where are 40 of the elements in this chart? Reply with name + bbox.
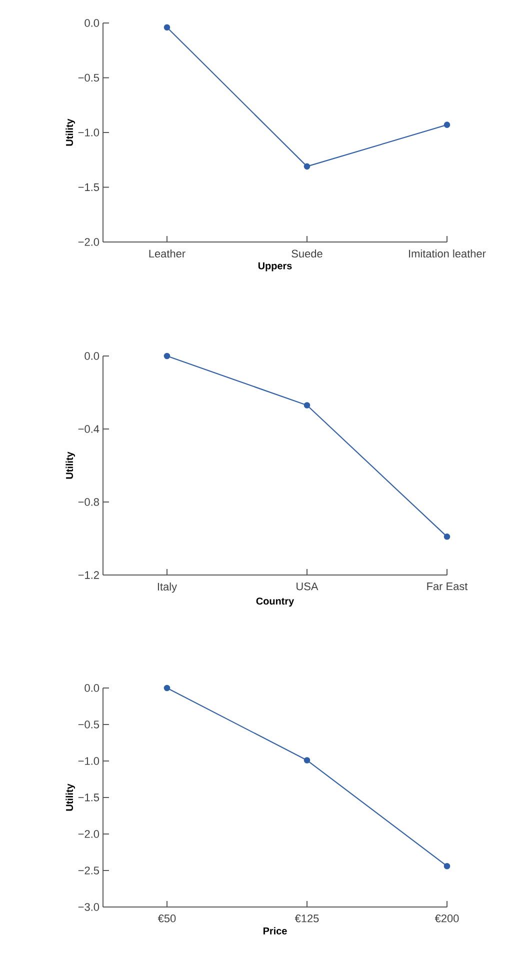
y-tick-label: −1.2 bbox=[78, 571, 99, 579]
x-tick-label: Leather bbox=[149, 250, 186, 258]
y-axis-title: Utility bbox=[66, 452, 75, 479]
point bbox=[304, 402, 310, 408]
y-tick-label: −0.8 bbox=[78, 498, 99, 506]
point bbox=[444, 534, 450, 540]
y-tick-label: 0.0 bbox=[84, 684, 100, 692]
x-tick-label: Suede bbox=[292, 250, 322, 258]
point bbox=[304, 163, 310, 170]
x-tick-label: USA bbox=[296, 582, 318, 590]
point bbox=[304, 757, 310, 764]
y-tick-label: 0.0 bbox=[84, 352, 100, 360]
x-tick-label: Imitation leather bbox=[409, 250, 486, 258]
x-axis-title: Uppers bbox=[258, 262, 292, 272]
point bbox=[444, 122, 450, 128]
y-axis-title: Utility bbox=[66, 118, 75, 146]
y-tick-label: −2.0 bbox=[78, 238, 100, 246]
point bbox=[164, 352, 170, 360]
y-tick-label: −0.4 bbox=[78, 425, 100, 433]
x-axis-title: Country bbox=[256, 598, 294, 607]
y-tick-label: −3.0 bbox=[78, 903, 100, 911]
point bbox=[444, 862, 450, 870]
x-tick-label: €200 bbox=[434, 914, 459, 922]
y-tick-label: −2.0 bbox=[78, 830, 100, 838]
y-tick-label: −1.0 bbox=[78, 757, 100, 765]
point bbox=[164, 24, 170, 31]
y-axis-title: Utility bbox=[66, 784, 75, 811]
y-tick-label: −0.5 bbox=[78, 74, 100, 82]
y-tick-label: −1.0 bbox=[78, 128, 100, 136]
x-tick-label: €50 bbox=[158, 914, 176, 922]
y-tick-label: −1.5 bbox=[78, 183, 100, 192]
x-tick-label: Far East bbox=[427, 582, 468, 590]
y-tick-label: −1.5 bbox=[78, 794, 100, 802]
x-tick-label: Italy bbox=[158, 582, 178, 593]
x-tick-label: €125 bbox=[294, 914, 319, 922]
point bbox=[164, 684, 170, 692]
y-tick-label: −0.5 bbox=[78, 720, 100, 728]
y-tick-label: 0.0 bbox=[84, 19, 100, 27]
y-tick-label: −2.5 bbox=[78, 866, 100, 874]
x-axis-title: Price bbox=[263, 927, 287, 934]
